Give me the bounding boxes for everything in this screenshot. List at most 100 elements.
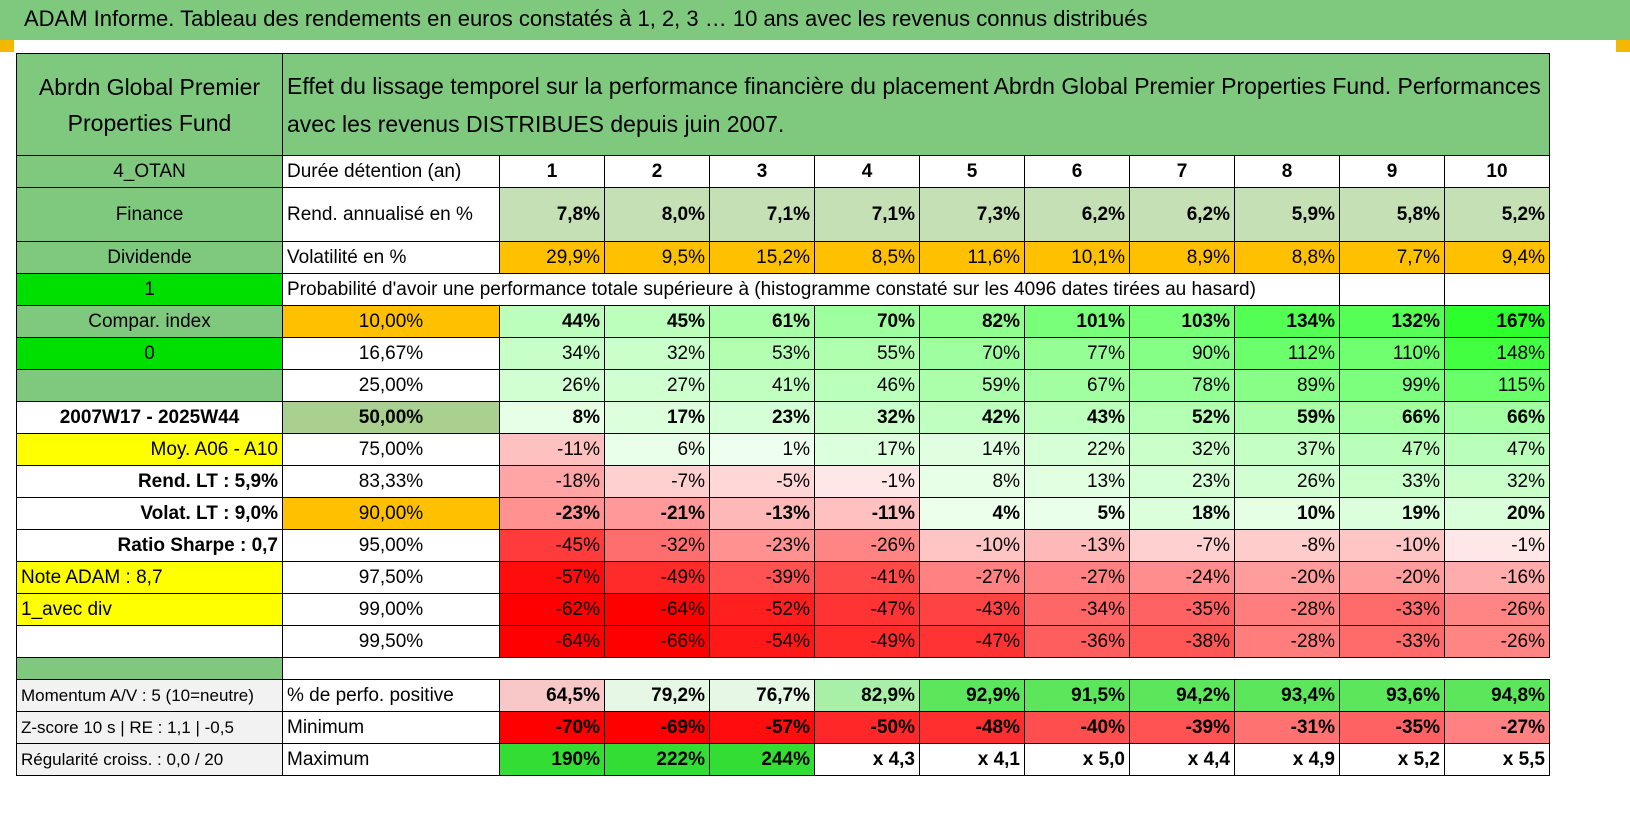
period-cell: 2007W17 - 2025W44 [16,401,283,434]
proba-value-cell: -38% [1129,625,1235,658]
proba-value-cell: -64% [604,593,710,626]
proba-value-cell: 90% [1129,337,1235,370]
duration-header-cell: 1 [499,155,605,188]
proba-value-cell: 70% [814,305,920,338]
summary-value-cell: x 4,1 [919,743,1025,776]
summary-value-cell: x 5,0 [1024,743,1130,776]
duration-header-cell: 5 [919,155,1025,188]
duration-header-cell: 8 [1234,155,1340,188]
moy-cell: Moy. A06 - A10 [16,433,283,466]
summary-label-cell: Momentum A/V : 5 (10=neutre) [16,679,283,712]
rend-value-cell: 6,2% [1024,187,1130,242]
proba-row: 2007W17 - 2025W44 50,00% 8% 17% 23% 32% 42% 43%… [16,401,1550,434]
proba-threshold-cell: 90,00% [282,497,500,530]
summary-value-cell: x 4,3 [814,743,920,776]
summary-label-cell: Z-score 10 s | RE : 1,1 | -0,5 [16,711,283,744]
proba-value-cell: 14% [919,433,1025,466]
proba-value-cell: 99% [1339,369,1445,402]
proba-value-cell: -1% [1444,529,1550,562]
proba-value-cell: -20% [1339,561,1445,594]
proba-value-cell: 10% [1234,497,1340,530]
summary-value-cell: 222% [604,743,710,776]
proba-row: 25,00% 26% 27% 41% 46% 59% 67% 78% 89% 99% 115% [16,369,1550,402]
volat-value-cell: 15,2% [709,241,815,274]
summary-value-cell: -40% [1024,711,1130,744]
proba-value-cell: 19% [1339,497,1445,530]
duration-header-cell: 4 [814,155,920,188]
sharpe-cell: Ratio Sharpe : 0,7 [16,529,283,562]
spacer-cell [16,657,283,680]
proba-value-cell: 32% [1444,465,1550,498]
summary-value-cell: 92,9% [919,679,1025,712]
proba-value-cell: -33% [1339,593,1445,626]
proba-value-cell: -18% [499,465,605,498]
proba-value-cell: 32% [814,401,920,434]
proba-value-cell: 115% [1444,369,1550,402]
report-title: ADAM Informe. Tableau des rendements en … [24,6,1148,31]
positive-row: Momentum A/V : 5 (10=neutre)% de perfo. … [16,679,1550,712]
rend-value-cell: 7,1% [709,187,815,242]
volat-value-cell: 8,9% [1129,241,1235,274]
proba-value-cell: 37% [1234,433,1340,466]
proba-value-cell: -21% [604,497,710,530]
proba-value-cell: -52% [709,593,815,626]
volat-lt-cell: Volat. LT : 9,0% [16,497,283,530]
duration-header-cell: 9 [1339,155,1445,188]
flag-zero-cell: 0 [16,337,283,370]
summary-value-cell: -31% [1234,711,1340,744]
proba-value-cell: -10% [919,529,1025,562]
proba-value-cell: 53% [709,337,815,370]
proba-value-cell: -23% [709,529,815,562]
corner-marker-right [1616,40,1630,52]
proba-value-cell: -5% [709,465,815,498]
volat-value-cell: 8,5% [814,241,920,274]
duration-header-cell: 2 [604,155,710,188]
summary-value-cell: -39% [1129,711,1235,744]
rend-value-cell: 7,1% [814,187,920,242]
proba-row: Note ADAM : 8,7 97,50% -57% -49% -39% -41% -27… [16,561,1550,594]
duration-header-cell: 7 [1129,155,1235,188]
proba-value-cell: 52% [1129,401,1235,434]
compar-index-cell: Compar. index [16,305,283,338]
proba-value-cell: -45% [499,529,605,562]
proba-value-cell: -32% [604,529,710,562]
rend-value-cell: 8,0% [604,187,710,242]
proba-row: 99,50% -64% -66% -54% -49% -47% -36% -38% -28% -3… [16,625,1550,658]
volat-value-cell: 9,5% [604,241,710,274]
summary-value-cell: 82,9% [814,679,920,712]
maximum-row: Régularité croiss. : 0,0 / 20 Maximum 190%… [16,743,1550,776]
proba-value-cell: 110% [1339,337,1445,370]
summary-metric-label: Minimum [282,711,500,744]
proba-value-cell: 23% [709,401,815,434]
rend-value-cell: 7,8% [499,187,605,242]
rend-lt-cell: Rend. LT : 5,9% [16,465,283,498]
proba-value-cell: -49% [814,625,920,658]
summary-value-cell: 190% [499,743,605,776]
proba-value-cell: 59% [919,369,1025,402]
proba-value-cell: -7% [604,465,710,498]
proba-value-cell: 78% [1129,369,1235,402]
proba-value-cell: 4% [919,497,1025,530]
volat-value-cell: 9,4% [1444,241,1550,274]
proba-value-cell: 61% [709,305,815,338]
proba-value-cell: 167% [1444,305,1550,338]
proba-value-cell: -1% [814,465,920,498]
summary-value-cell: x 5,5 [1444,743,1550,776]
proba-threshold-cell: 99,00% [282,593,500,626]
proba-value-cell: -26% [1444,593,1550,626]
proba-value-cell: -13% [709,497,815,530]
type-cell: Dividende [16,241,283,274]
duration-header-cell: 10 [1444,155,1550,188]
summary-value-cell: 64,5% [499,679,605,712]
proba-value-cell: 26% [499,369,605,402]
proba-value-cell: 1% [709,433,815,466]
proba-value-cell: 23% [1129,465,1235,498]
proba-value-cell: -27% [919,561,1025,594]
proba-value-cell: 6% [604,433,710,466]
fund-code-cell: 4_OTAN [16,155,283,188]
proba-value-cell: -16% [1444,561,1550,594]
rend-value-cell: 7,3% [919,187,1025,242]
proba-value-cell: -36% [1024,625,1130,658]
proba-value-cell: -33% [1339,625,1445,658]
volat-value-cell: 11,6% [919,241,1025,274]
